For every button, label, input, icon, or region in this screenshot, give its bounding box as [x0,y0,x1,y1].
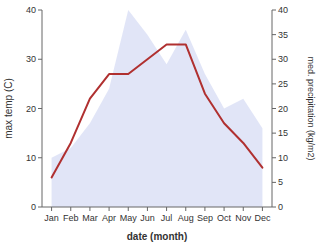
y2-tick-label: 25 [278,79,288,89]
y-tick-label: 20 [26,104,36,114]
y2-tick [272,133,276,134]
y-tick-label: 0 [31,202,36,212]
x-tick [185,207,186,211]
y2-tick [272,34,276,35]
y-tick-label: 40 [26,5,36,15]
y2-tick-label: 5 [278,177,283,187]
x-tick-label: Dec [254,213,271,223]
y2-tick [272,83,276,84]
y2-tick-label: 15 [278,128,288,138]
x-tick [147,207,148,211]
y2-axis-label: med. precipitation (kg/m2) [306,56,316,160]
y-tick-label: 30 [26,54,36,64]
y2-tick-label: 20 [278,104,288,114]
x-tick [89,207,90,211]
temp-line [52,44,263,177]
x-tick-label: Jul [161,213,173,223]
y2-tick-label: 0 [278,202,283,212]
x-tick [262,207,263,211]
x-tick-label: May [120,213,138,223]
y-tick [38,108,42,109]
x-tick [204,207,205,211]
x-tick-label: Nov [235,213,252,223]
y-tick-label: 10 [26,153,36,163]
precip-area [52,10,263,207]
y2-tick [272,108,276,109]
x-tick [166,207,167,211]
x-tick [243,207,244,211]
x-axis-label: date (month) [127,231,188,242]
y2-tick-label: 35 [278,30,288,40]
y-tick [38,10,42,11]
y2-tick-label: 30 [278,54,288,64]
x-tick [224,207,225,211]
y-tick [38,207,42,208]
y2-tick-label: 40 [278,5,288,15]
y2-tick [272,182,276,183]
x-tick-label: Jan [44,213,59,223]
x-tick-label: Sep [197,213,213,223]
y2-tick [272,157,276,158]
x-tick-label: Feb [63,213,79,223]
x-tick [70,207,71,211]
y2-tick [272,59,276,60]
y-axis-label: max temp (C) [3,78,14,139]
x-tick-label: Mar [82,213,98,223]
y-tick [38,59,42,60]
y-tick [38,157,42,158]
page: {"chart_data": {"type": "line", "categor… [0,0,318,247]
chart: 0 10 20 30 40 0 5 10 15 20 25 30 35 40 Jan FebMar Apr May… [0,0,318,247]
axes: 0 10 20 30 40 0 5 10 15 20 25 30 35 40 Jan FebMar Apr May… [26,5,288,223]
y2-tick-label: 10 [278,153,288,163]
x-tick [51,207,52,211]
plot-area [52,10,263,207]
x-axis-line [42,207,272,208]
x-tick-label: Aug [178,213,194,223]
x-tick-label: Jun [140,213,155,223]
x-tick [109,207,110,211]
x-tick [128,207,129,211]
x-tick-label: Oct [217,213,232,223]
x-tick-label: Apr [102,213,116,223]
y2-tick [272,10,276,11]
y2-tick [272,207,276,208]
